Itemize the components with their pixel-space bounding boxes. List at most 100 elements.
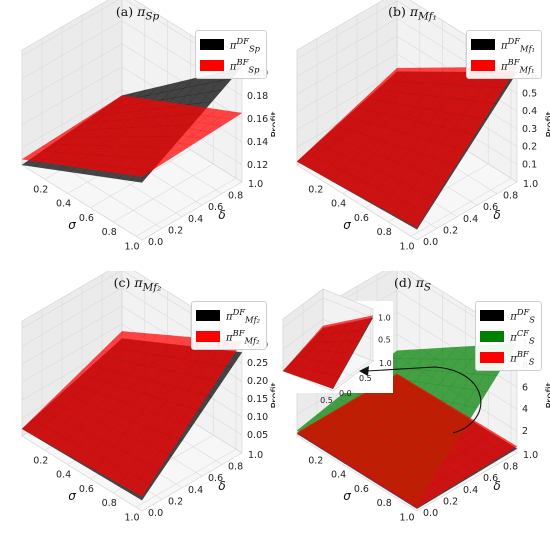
panel-d: 0.20.40.60.81.00.00.20.40.60.81.0246810σ… bbox=[275, 271, 550, 542]
z-tick-label: 0.10 bbox=[247, 412, 268, 423]
y-tick-label: 0.0 bbox=[339, 389, 352, 398]
y-tick-label: 1.0 bbox=[248, 450, 263, 461]
y-tick-label: 0.2 bbox=[168, 225, 183, 236]
x-tick-label: 0.6 bbox=[354, 484, 369, 495]
legend-b: πDFMf₁ πBFMf₁ bbox=[466, 30, 542, 79]
y-tick-label: 1.0 bbox=[523, 450, 538, 461]
panel-c-title: (c) πMf₂ bbox=[113, 275, 162, 294]
y-tick-label: 0.5 bbox=[359, 374, 372, 383]
z-axis-label: Profit bbox=[270, 111, 275, 137]
y-axis-label: δ bbox=[218, 208, 225, 222]
x-tick-label: 0.6 bbox=[354, 213, 369, 224]
x-tick-label: 0.2 bbox=[33, 184, 48, 195]
z-tick-label: 0.3 bbox=[522, 124, 537, 135]
y-tick-label: 0.4 bbox=[463, 485, 478, 496]
y-tick-label: 0.0 bbox=[148, 508, 163, 519]
z-axis-label: Profit bbox=[270, 382, 275, 408]
surface-bf bbox=[21, 95, 243, 177]
y-tick-label: 0.4 bbox=[463, 214, 478, 225]
inset-arrow bbox=[366, 366, 482, 434]
y-tick-label: 0.2 bbox=[443, 496, 458, 507]
y-tick-label: 0.8 bbox=[228, 462, 243, 473]
legend-swatch-bf bbox=[199, 60, 224, 71]
x-tick-label: 0.6 bbox=[79, 213, 94, 224]
y-tick-label: 1.0 bbox=[523, 179, 538, 190]
y-tick-label: 0.0 bbox=[423, 237, 438, 248]
x-tick-label: 1.0 bbox=[399, 241, 414, 252]
z-tick-label: 0.16 bbox=[247, 114, 268, 125]
legend-entry: πDFMf₂ bbox=[196, 305, 260, 326]
y-tick-label: 1.0 bbox=[248, 179, 263, 190]
y-axis-label: δ bbox=[493, 208, 500, 222]
surface-facet bbox=[357, 315, 374, 329]
x-tick-label: 0.2 bbox=[308, 455, 323, 466]
z-tick-label: 0.1 bbox=[522, 159, 537, 170]
z-tick-label: 0.14 bbox=[247, 137, 268, 148]
legend-entry: πBFSp bbox=[199, 55, 260, 76]
surface-facet bbox=[494, 438, 518, 453]
z-tick-label: 4 bbox=[522, 404, 528, 415]
y-tick-label: 0.8 bbox=[503, 191, 518, 202]
y-tick-label: 0.0 bbox=[148, 237, 163, 248]
z-tick-label: 0.4 bbox=[522, 106, 537, 117]
panel-a: 0.2 0.4 0.6 0.8 1.0 0.0 0.2 0.4 0.6 0.8 1.0 0.12 0.1… bbox=[0, 0, 275, 271]
legend-entry: πDFMf₁ bbox=[471, 34, 535, 55]
z-tick-label: 1.0 bbox=[378, 314, 391, 323]
legend-swatch-df bbox=[471, 39, 495, 50]
y-axis-label: δ bbox=[493, 479, 500, 493]
x-tick-label: 0.4 bbox=[331, 199, 346, 210]
x-tick-label: 0.4 bbox=[56, 470, 71, 481]
x-tick-label: 0.8 bbox=[102, 498, 117, 509]
chart-b: 0.2 0.4 0.6 0.8 1.0 0.0 0.2 0.4 0.6 0.8 1.0 0.1 0.2 0… bbox=[296, 0, 550, 252]
x-tick-label: 0.2 bbox=[33, 455, 48, 466]
z-tick-label: 2 bbox=[522, 426, 528, 437]
x-tick-label: 0.5 bbox=[320, 396, 333, 405]
z-axis-label: Profit bbox=[545, 111, 550, 137]
grid-line bbox=[21, 89, 243, 166]
y-tick-label: 0.2 bbox=[168, 496, 183, 507]
z-tick-label: 0.12 bbox=[247, 160, 268, 171]
legend-a: πDFSp πBFSp bbox=[194, 30, 267, 79]
z-tick-label: 0.5 bbox=[522, 89, 537, 100]
legend-swatch-cf bbox=[480, 331, 505, 342]
chart-a: 0.2 0.4 0.6 0.8 1.0 0.0 0.2 0.4 0.6 0.8 1.0 0.12 0.1… bbox=[21, 0, 275, 252]
legend-entry: πDFS bbox=[480, 305, 535, 326]
arrow-head bbox=[359, 366, 369, 376]
surface-bf bbox=[282, 315, 374, 389]
surface-bf bbox=[296, 66, 518, 228]
inset-plot: 0.5 0.0 0.5 1.0 0.5 1.0 bbox=[281, 288, 393, 405]
legend-entry: πDFSp bbox=[199, 34, 260, 55]
x-tick-label: 1.0 bbox=[399, 512, 414, 523]
surface-facet bbox=[219, 111, 243, 120]
panel-b-title: (b) πMf₁ bbox=[388, 4, 437, 23]
legend-d: πDFS πCFS πBFS bbox=[475, 301, 542, 371]
x-tick-label: 0.2 bbox=[308, 184, 323, 195]
x-tick-label: 0.4 bbox=[56, 199, 71, 210]
grid-line bbox=[296, 50, 418, 241]
legend-swatch-bf bbox=[471, 60, 495, 71]
legend-swatch-df bbox=[480, 310, 505, 321]
y-tick-label: 0.8 bbox=[503, 462, 518, 473]
y-tick-label: 0.6 bbox=[483, 202, 498, 213]
x-tick-label: 0.4 bbox=[331, 470, 346, 481]
y-tick-label: 0.2 bbox=[443, 225, 458, 236]
y-tick-label: 0.6 bbox=[208, 473, 223, 484]
inset-surface: 0.5 0.0 0.5 1.0 0.5 1.0 bbox=[282, 288, 392, 405]
y-tick-label: 1.0 bbox=[379, 359, 392, 368]
panel-c: 0.2 0.4 0.6 0.8 1.0 0.0 0.2 0.4 0.6 0.8 1.0 0.05 0.1… bbox=[0, 271, 275, 542]
y-tick-label: 0.6 bbox=[208, 202, 223, 213]
y-tick-label: 0.4 bbox=[188, 485, 203, 496]
legend-swatch-bf bbox=[480, 352, 505, 363]
x-axis-label: σ bbox=[343, 489, 351, 503]
chart-d: 0.20.40.60.81.00.00.20.40.60.81.0246810σ… bbox=[281, 271, 550, 523]
legend-entry: πBFMf₁ bbox=[471, 55, 535, 76]
z-axis-label: Profit bbox=[545, 382, 550, 408]
x-tick-label: 0.8 bbox=[377, 498, 392, 509]
legend-entry: πCFS bbox=[480, 326, 535, 347]
legend-swatch-df bbox=[199, 39, 224, 50]
legend-c: πDFMf₂ πBFMf₂ bbox=[191, 301, 267, 350]
x-axis-label: σ bbox=[68, 218, 76, 232]
y-tick-label: 0.4 bbox=[188, 214, 203, 225]
z-tick-label: 6 bbox=[522, 382, 528, 393]
z-tick-label: 0.25 bbox=[247, 358, 268, 369]
